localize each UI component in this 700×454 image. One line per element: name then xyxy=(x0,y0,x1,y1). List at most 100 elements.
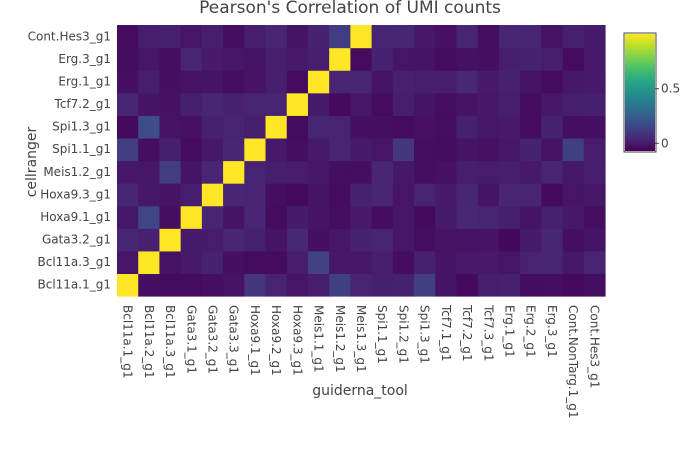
heatmap-cell xyxy=(201,47,224,71)
y-tick-label: Erg.1_g1 xyxy=(58,75,111,89)
heatmap-cell xyxy=(201,273,224,297)
x-tick-label: Meis1.1_g1 xyxy=(312,305,326,373)
heatmap-cell xyxy=(562,183,585,207)
heatmap-cell xyxy=(223,228,245,252)
heatmap-cell xyxy=(117,273,139,297)
x-tick-label: Bcl11a.2_g1 xyxy=(142,305,156,379)
heatmap-cell xyxy=(371,70,394,94)
heatmap-cell xyxy=(201,160,224,184)
heatmap-cell xyxy=(562,228,585,252)
heatmap-cell xyxy=(223,160,245,184)
x-tick-label: Meis1.3_g1 xyxy=(354,305,368,373)
heatmap-cell xyxy=(350,92,373,116)
heatmap-cell xyxy=(307,70,330,94)
heatmap-cell xyxy=(520,25,542,49)
heatmap-cell xyxy=(477,228,500,252)
heatmap-cell xyxy=(562,70,585,94)
heatmap-cell xyxy=(435,183,458,207)
heatmap-cell xyxy=(201,205,224,229)
heatmap-cell xyxy=(477,70,500,94)
x-tick-label: Tcf7.1_g1 xyxy=(439,304,453,361)
heatmap-cell xyxy=(414,25,436,49)
heatmap-cell xyxy=(435,137,458,162)
y-tick-label: Cont.Hes3_g1 xyxy=(28,29,111,43)
y-tick-label: Erg.3_g1 xyxy=(58,52,111,66)
heatmap-cell xyxy=(244,115,267,139)
heatmap-cell xyxy=(223,70,245,94)
heatmap-cell xyxy=(477,92,500,116)
heatmap-cell xyxy=(329,250,351,275)
heatmap-cell xyxy=(562,205,585,229)
heatmap-cell xyxy=(371,137,394,162)
heatmap-cell xyxy=(180,205,203,229)
x-tick-label: Erg.3_g1 xyxy=(545,305,559,358)
heatmap-cell xyxy=(456,25,479,49)
heatmap-cell xyxy=(180,250,203,275)
x-tick-label: Gata3.3_g1 xyxy=(227,305,241,374)
heatmap-cell xyxy=(138,47,161,71)
heatmap-cell xyxy=(456,160,479,184)
heatmap-cell xyxy=(180,137,203,162)
heatmap-cell xyxy=(562,115,585,139)
heatmap-cell xyxy=(583,47,606,71)
heatmap-cell xyxy=(329,183,351,207)
heatmap-cell xyxy=(180,25,203,49)
heatmap-cell xyxy=(456,250,479,275)
x-tick-label: Spi1.3_g1 xyxy=(418,305,432,364)
y-tick-label: Bcl11a.1_g1 xyxy=(38,278,112,292)
heatmap-cell xyxy=(371,205,394,229)
heatmap-cell xyxy=(307,228,330,252)
heatmap-cell xyxy=(414,250,436,275)
heatmap-cell xyxy=(562,160,585,184)
heatmap-cell xyxy=(265,70,288,94)
heatmap-cell xyxy=(159,137,182,162)
x-tick-label: Cont.NonTarg.1_g1 xyxy=(566,305,580,419)
heatmap-cell xyxy=(541,183,564,207)
heatmap-cell xyxy=(371,228,394,252)
heatmap-cell xyxy=(371,160,394,184)
heatmap-cell xyxy=(307,183,330,207)
heatmap-cell xyxy=(520,47,542,71)
heatmap-cell xyxy=(265,160,288,184)
y-tick-label: Hoxa9.3_g1 xyxy=(40,187,111,201)
heatmap-cell xyxy=(138,137,161,162)
heatmap-cell xyxy=(562,47,585,71)
heatmap-cell xyxy=(117,205,139,229)
heatmap-cell xyxy=(350,25,373,49)
heatmap-cell xyxy=(498,25,521,49)
heatmap-cell xyxy=(498,115,521,139)
heatmap-cell xyxy=(138,183,161,207)
heatmap-cell xyxy=(244,47,267,71)
heatmap-cell xyxy=(265,25,288,49)
x-tick-label: Spi1.2_g1 xyxy=(396,305,410,364)
heatmap-cell xyxy=(329,137,351,162)
heatmap-cell xyxy=(371,273,394,297)
heatmap-cell xyxy=(265,228,288,252)
heatmap-cell xyxy=(286,183,309,207)
heatmap-cell xyxy=(201,92,224,116)
heatmap-cell xyxy=(520,92,542,116)
heatmap-cell xyxy=(117,70,139,94)
heatmap-cell xyxy=(520,273,542,297)
heatmap-cell xyxy=(329,160,351,184)
heatmap-cell xyxy=(435,205,458,229)
heatmap-cell xyxy=(414,47,436,71)
heatmap-cell xyxy=(159,25,182,49)
heatmap-cell xyxy=(117,115,139,139)
heatmap-cell xyxy=(223,137,245,162)
heatmap-cell xyxy=(307,25,330,49)
heatmap-cell xyxy=(307,273,330,297)
heatmap-cell xyxy=(562,25,585,49)
heatmap-cell xyxy=(138,228,161,252)
heatmap-cell xyxy=(286,70,309,94)
heatmap-cell xyxy=(498,205,521,229)
heatmap-cell xyxy=(541,228,564,252)
heatmap-cell xyxy=(350,205,373,229)
heatmap-cell xyxy=(223,250,245,275)
heatmap-cell xyxy=(286,92,309,116)
colorbar-border xyxy=(623,32,657,153)
heatmap-cell xyxy=(583,115,606,139)
heatmap-cell xyxy=(244,250,267,275)
heatmap-cell xyxy=(583,92,606,116)
heatmap-cell xyxy=(201,70,224,94)
